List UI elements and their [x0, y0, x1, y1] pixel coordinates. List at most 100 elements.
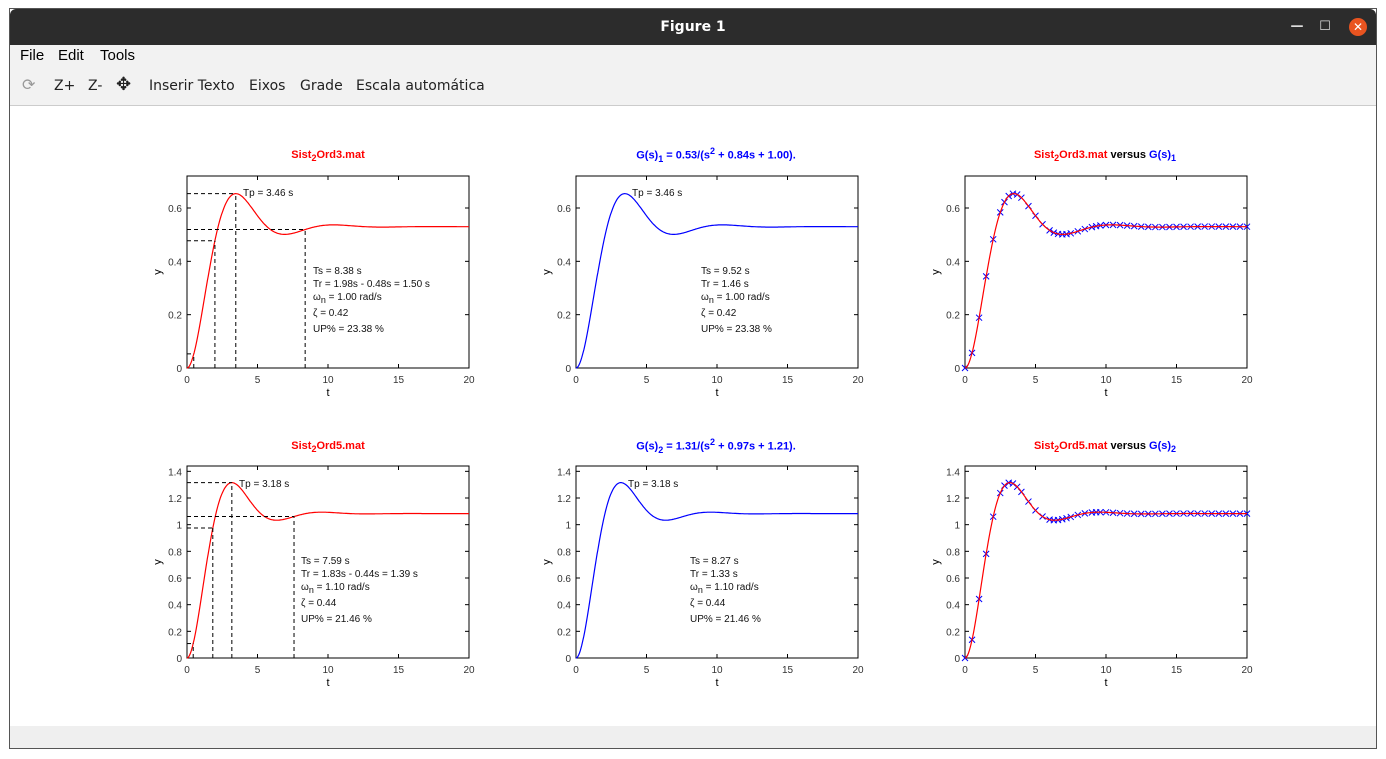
- y-tick-label: 1: [176, 521, 182, 532]
- y-tick-label: 0.2: [168, 311, 182, 322]
- y-tick-label: 0.6: [168, 574, 182, 585]
- tp-label-1: Tp = 3.46 s: [243, 188, 294, 199]
- zoom-in-button[interactable]: Z+: [54, 78, 76, 94]
- x-tick-label: 5: [1033, 665, 1039, 676]
- x-tick-label: 5: [255, 375, 261, 386]
- x-tick-label: 20: [1241, 665, 1253, 676]
- y-axis-label: y: [541, 559, 553, 565]
- x-tick-label: 15: [782, 665, 794, 676]
- x-tick-label: 15: [782, 375, 794, 386]
- menu-tools[interactable]: Tools: [100, 47, 136, 64]
- x-tick-label: 20: [463, 665, 475, 676]
- x-axis-label: t: [326, 387, 329, 399]
- y-tick-label: 0.4: [168, 257, 182, 268]
- x-axis-label: t: [326, 677, 329, 689]
- menu-bar: File Edit Tools: [10, 45, 1376, 67]
- y-axis-label: y: [930, 269, 942, 275]
- y-tick-label: 0.2: [946, 627, 960, 638]
- y-tick-label: 0.4: [168, 601, 182, 612]
- y-tick-label: 0: [954, 654, 960, 665]
- x-tick-label: 15: [1171, 665, 1183, 676]
- zoom-out-button[interactable]: Z-: [88, 78, 103, 94]
- y-tick-label: 0: [565, 364, 571, 375]
- x-tick-label: 10: [322, 375, 334, 386]
- x-axis-label: t: [715, 387, 718, 399]
- maximize-icon[interactable]: ☐: [1319, 19, 1331, 34]
- y-axis-label: y: [152, 269, 164, 275]
- y-axis-label: y: [152, 559, 164, 565]
- plot-title-2: G(s)1 = 0.53/(s2 + 0.84s + 1.00).: [636, 146, 796, 164]
- x-tick-label: 10: [711, 375, 723, 386]
- rotate-icon[interactable]: ⟳: [22, 75, 36, 94]
- y-tick-label: 0: [565, 654, 571, 665]
- y-tick-label: 1: [954, 521, 960, 532]
- y-axis-label: y: [930, 559, 942, 565]
- y-tick-label: 0.2: [557, 311, 571, 322]
- tp-label-5: Tp = 3.18 s: [628, 479, 679, 490]
- y-tick-label: 0.6: [557, 204, 571, 215]
- response-curve: [186, 192, 469, 369]
- axes-button[interactable]: Eixos: [249, 78, 286, 94]
- y-tick-label: 0.4: [557, 601, 571, 612]
- y-tick-label: 0: [954, 364, 960, 375]
- y-tick-label: 0.2: [168, 627, 182, 638]
- tp-label-2: Tp = 3.46 s: [632, 188, 683, 199]
- x-tick-label: 0: [184, 665, 190, 676]
- y-tick-label: 0: [176, 654, 182, 665]
- autoscale-button[interactable]: Escala automática: [356, 78, 485, 94]
- toolbar: ⟳ Z+ Z- ✥ Inserir Texto Eixos Grade Esca…: [10, 67, 1376, 106]
- pan-move-icon[interactable]: ✥: [116, 74, 132, 95]
- tp-label-4: Tp = 3.18 s: [239, 479, 290, 490]
- y-tick-label: 0.2: [557, 627, 571, 638]
- stats-block-5: Ts = 8.27 s Tr = 1.33 s ωn = 1.10 rad/s ζ…: [690, 556, 761, 625]
- x-tick-label: 15: [393, 375, 405, 386]
- y-tick-label: 0: [176, 364, 182, 375]
- x-axis-label: t: [715, 677, 718, 689]
- x-tick-label: 20: [463, 375, 475, 386]
- response-curve: [575, 482, 858, 659]
- x-tick-label: 0: [962, 375, 968, 386]
- menu-file[interactable]: File: [20, 47, 45, 64]
- y-tick-label: 0.6: [168, 204, 182, 215]
- figure-window: Figure 1 — ☐ ✕ File Edit Tools ⟳ Z+ Z- ✥…: [9, 8, 1377, 749]
- close-icon[interactable]: ✕: [1349, 18, 1367, 36]
- x-tick-label: 20: [852, 375, 864, 386]
- menu-edit[interactable]: Edit: [58, 47, 84, 64]
- y-tick-label: 0.6: [946, 574, 960, 585]
- x-tick-label: 10: [1100, 665, 1112, 676]
- stats-block-4: Ts = 7.59 s Tr = 1.83s - 0.44s = 1.39 s ω…: [301, 556, 418, 625]
- y-tick-label: 1.4: [557, 467, 571, 478]
- response-curve: [186, 482, 469, 659]
- title-bar: Figure 1 — ☐ ✕: [10, 9, 1376, 45]
- plot-title-5: G(s)2 = 1.31/(s2 + 0.97s + 1.21).: [636, 437, 796, 455]
- plot-title-6: Sist2Ord5.mat versus G(s)2: [1033, 440, 1177, 455]
- grid-button[interactable]: Grade: [300, 78, 343, 94]
- y-tick-label: 0.8: [946, 547, 960, 558]
- minimize-icon[interactable]: —: [1290, 19, 1304, 34]
- y-tick-label: 1: [565, 521, 571, 532]
- y-tick-label: 1.2: [557, 494, 571, 505]
- y-tick-label: 1.4: [168, 467, 182, 478]
- x-tick-label: 20: [1241, 375, 1253, 386]
- response-curve: [964, 482, 1247, 659]
- y-tick-label: 1.2: [168, 494, 182, 505]
- x-tick-label: 0: [184, 375, 190, 386]
- x-axis-label: t: [1104, 677, 1107, 689]
- y-tick-label: 0.8: [557, 547, 571, 558]
- y-tick-label: 0.6: [946, 204, 960, 215]
- response-curve: [964, 192, 1247, 369]
- axes-box: [964, 465, 1248, 659]
- stats-block-1: Ts = 8.38 s Tr = 1.98s - 0.48s = 1.50 s ω…: [313, 266, 430, 335]
- x-tick-label: 15: [393, 665, 405, 676]
- y-tick-label: 1.2: [946, 494, 960, 505]
- y-tick-label: 0.6: [557, 574, 571, 585]
- x-tick-label: 20: [852, 665, 864, 676]
- x-axis-label: t: [1104, 387, 1107, 399]
- plot-title-4: Sist2Ord5.mat: [291, 440, 365, 455]
- y-tick-label: 0.4: [946, 601, 960, 612]
- x-tick-label: 0: [962, 665, 968, 676]
- x-tick-label: 10: [711, 665, 723, 676]
- insert-text-button[interactable]: Inserir Texto: [149, 78, 235, 94]
- plot-title-3: Sist2Ord3.mat versus G(s)1: [1033, 149, 1177, 164]
